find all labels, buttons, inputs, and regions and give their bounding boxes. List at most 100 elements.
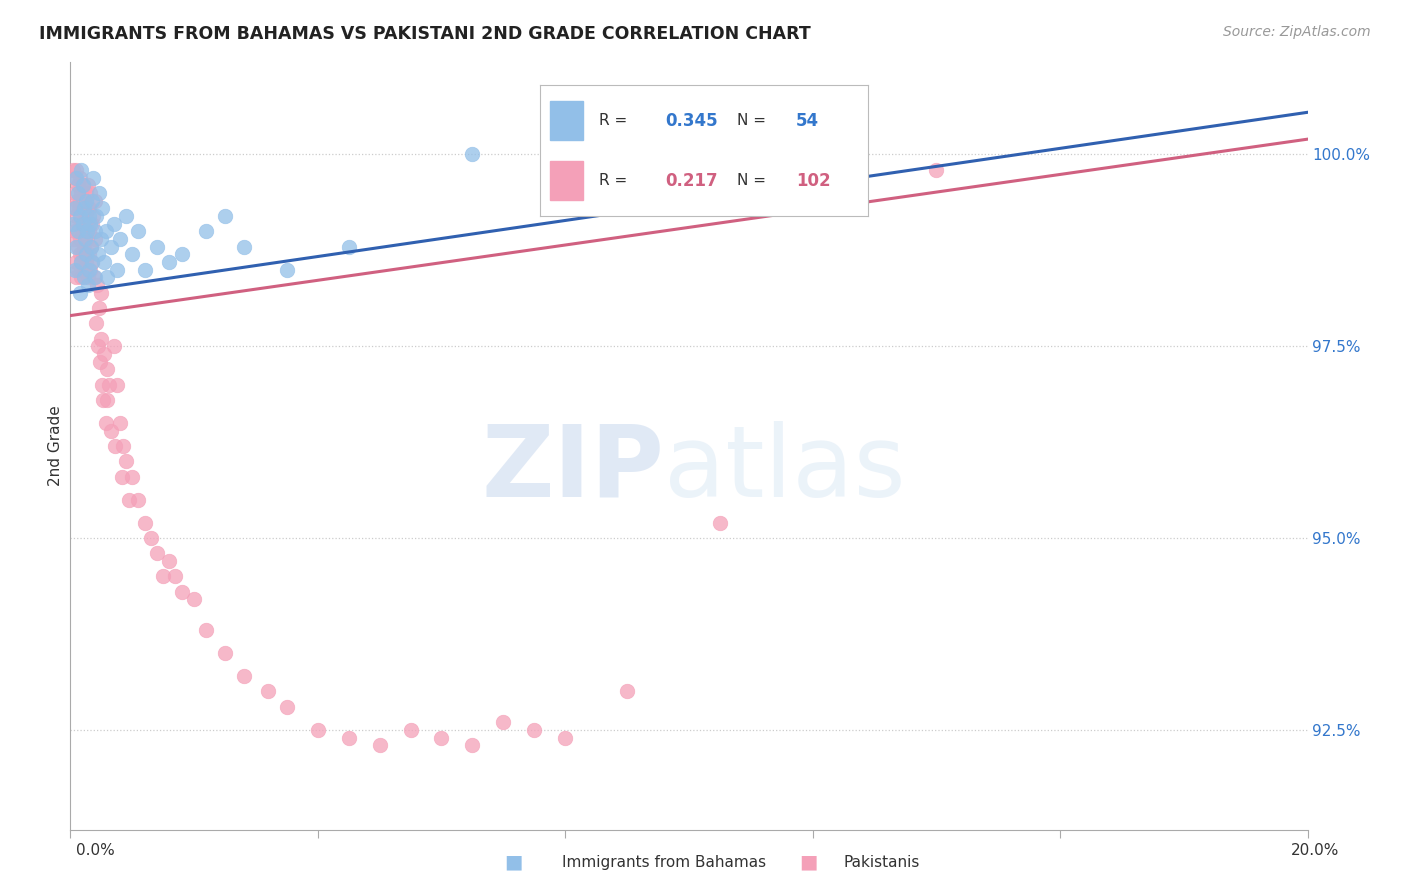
Point (134, 262, 156, 277)
Point (65, 255, 87, 269)
Point (73, 239, 96, 253)
Point (76, 201, 98, 215)
Point (75, 194, 97, 208)
Point (72, 178, 94, 193)
Point (170, 584, 193, 599)
Point (111, 439, 134, 453)
Point (96, 224, 118, 238)
Point (307, 723, 329, 737)
Point (76, 270, 98, 285)
Point (90, 332, 112, 346)
Point (183, 592, 205, 607)
Point (79, 262, 101, 277)
Point (91, 392, 114, 407)
Point (84, 232, 107, 246)
Point (100, 424, 122, 438)
Point (84, 194, 107, 208)
Point (66, 224, 89, 238)
Point (80, 255, 103, 269)
Point (66, 178, 89, 193)
Text: IMMIGRANTS FROM BAHAMAS VS PAKISTANI 2ND GRADE CORRELATION CHART: IMMIGRANTS FROM BAHAMAS VS PAKISTANI 2ND… (39, 25, 811, 43)
Point (337, 731, 360, 745)
Point (69, 255, 91, 269)
Point (72, 178, 94, 193)
Point (65, 224, 87, 238)
Point (105, 262, 128, 277)
Point (276, 262, 298, 277)
Point (60, 201, 83, 215)
Point (276, 699, 298, 714)
Point (67, 186, 90, 200)
Point (70, 270, 93, 285)
Point (89, 354, 111, 368)
Point (616, 684, 638, 698)
Point (63, 262, 86, 277)
Point (195, 224, 218, 238)
Point (80, 255, 103, 269)
Point (77, 262, 100, 277)
Point (214, 646, 236, 660)
Point (65, 270, 87, 285)
Text: ZIP: ZIP (481, 420, 664, 517)
Point (69, 255, 91, 269)
Point (72, 217, 94, 231)
Point (69, 232, 91, 246)
Point (115, 454, 138, 468)
Point (84, 224, 107, 238)
Point (73, 201, 96, 215)
Point (80, 239, 103, 253)
Point (82, 170, 104, 185)
Point (80, 217, 103, 231)
Text: Immigrants from Bahamas: Immigrants from Bahamas (562, 855, 766, 870)
Point (80, 194, 103, 208)
Point (103, 217, 125, 231)
Point (430, 731, 453, 745)
Point (83, 270, 105, 285)
Point (72, 224, 94, 238)
Point (121, 247, 143, 261)
Point (105, 377, 128, 392)
Point (67, 217, 90, 231)
Point (121, 469, 143, 483)
Point (77, 201, 100, 215)
Point (108, 232, 131, 246)
Text: atlas: atlas (664, 420, 905, 517)
Point (86, 277, 108, 292)
Point (103, 339, 125, 353)
Point (165, 569, 187, 583)
Point (65, 209, 87, 223)
Point (104, 439, 127, 453)
Point (170, 247, 193, 261)
Point (69, 285, 91, 300)
Point (65, 239, 87, 253)
Point (111, 469, 134, 483)
Point (91, 201, 114, 215)
Point (62, 217, 84, 231)
Point (77, 209, 100, 223)
Text: Source: ZipAtlas.com: Source: ZipAtlas.com (1223, 25, 1371, 39)
Point (75, 186, 97, 200)
Point (91, 377, 114, 392)
Point (832, 147, 855, 161)
Point (79, 186, 101, 200)
Text: ■: ■ (799, 852, 818, 871)
Point (70, 162, 93, 177)
Point (65, 201, 87, 215)
Point (96, 392, 118, 407)
Point (554, 731, 576, 745)
Point (118, 492, 141, 507)
Point (70, 209, 93, 223)
Point (146, 546, 169, 560)
Point (77, 247, 100, 261)
Point (65, 162, 87, 177)
Point (461, 147, 484, 161)
Point (67, 201, 90, 215)
Point (89, 186, 111, 200)
Text: ■: ■ (503, 852, 523, 871)
Point (69, 170, 91, 185)
Point (523, 723, 546, 737)
Point (90, 232, 112, 246)
Point (337, 239, 360, 253)
Point (492, 715, 515, 730)
Point (87, 247, 110, 261)
